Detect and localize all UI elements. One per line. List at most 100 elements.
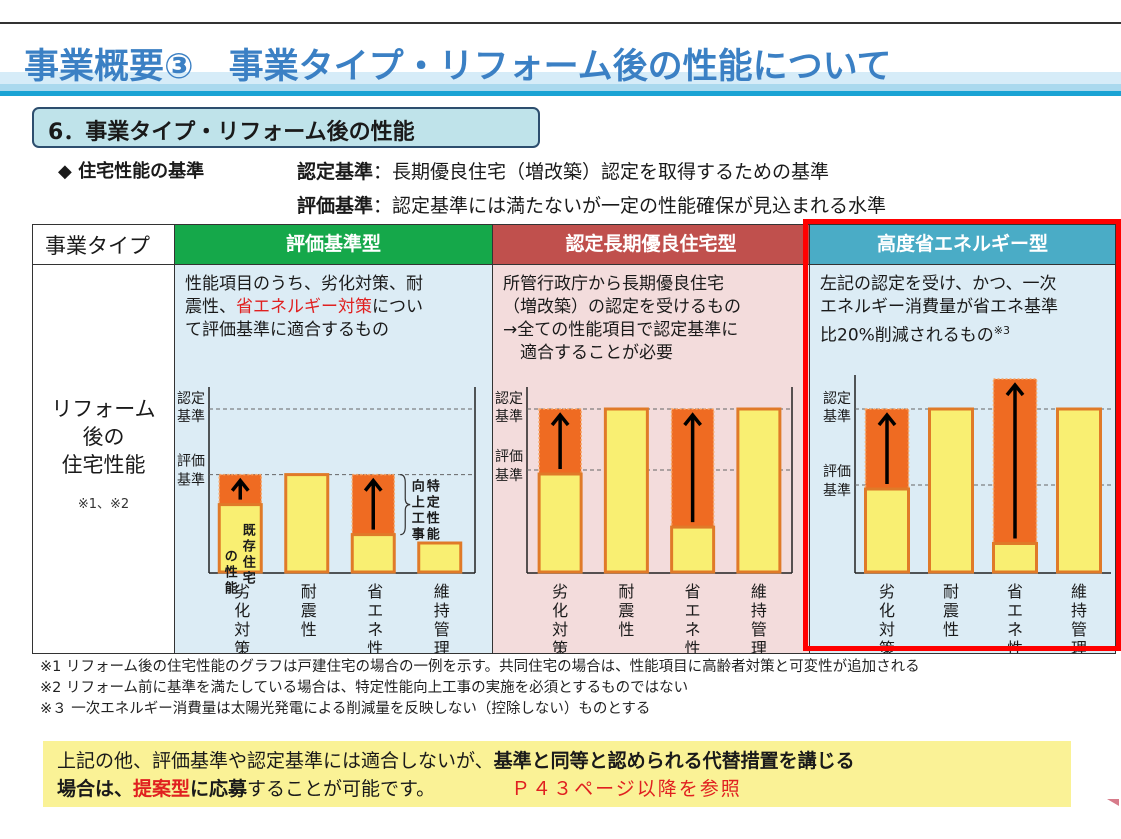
category-label-char: 維 bbox=[1071, 582, 1087, 601]
criteria-heading: ◆ 住宅性能の基準 bbox=[58, 161, 205, 182]
description-text: →全ての性能項目で認定基準に bbox=[503, 320, 739, 340]
existing-performance-bar bbox=[1056, 407, 1102, 574]
improvement-label-col2-char: 特 bbox=[427, 479, 440, 495]
criteria-definition: 長期優良住宅（増改築）認定を取得するための基準 bbox=[392, 161, 830, 183]
row-label-line: 住宅性能 bbox=[61, 453, 146, 477]
slide-title: 事業概要③ 事業タイプ・リフォーム後の性能について bbox=[24, 47, 892, 87]
category-label-char: 性 bbox=[1007, 639, 1023, 653]
nintei-label: 認定 bbox=[495, 391, 523, 407]
existing-performance-bar bbox=[350, 533, 396, 574]
existing-performance-bar bbox=[603, 407, 649, 574]
criteria-sep: ： bbox=[373, 161, 393, 183]
category-label-char: ネ bbox=[1007, 620, 1023, 639]
brace-icon bbox=[400, 474, 411, 536]
category-label-char: エ bbox=[1007, 601, 1023, 620]
description-text: （増改築）の認定を受けるもの bbox=[503, 297, 741, 317]
callout-bold: 基準と同等と認められる代替措置を講じる bbox=[493, 750, 855, 772]
footnote: ※３ 一次エネルギー消費量は太陽光発電による削減量を反映しない（控除しない）もの… bbox=[40, 701, 651, 717]
category-label-char: 耐 bbox=[618, 582, 634, 601]
criteria-term: 認定基準 bbox=[297, 161, 374, 183]
existing-label-col1-char: 存 bbox=[243, 539, 256, 555]
category-label-char: 震 bbox=[618, 601, 634, 620]
existing-label-col2: の性能 bbox=[225, 550, 238, 597]
category-label-char: 維 bbox=[751, 582, 767, 601]
criteria-term: 評価基準 bbox=[297, 195, 374, 217]
title-band bbox=[0, 72, 1121, 84]
category-label-char: 対 bbox=[234, 620, 250, 639]
category-label-char: ネ bbox=[367, 620, 383, 639]
column-description: 所管行政庁から長期優良住宅 （増改築）の認定を受けるもの →全ての性能項目で認定基準… bbox=[503, 273, 741, 365]
nintei-label: 認定 bbox=[177, 391, 205, 407]
footnote: ※2 リフォーム前に基準を満たしている場合は、特定性能向上工事の実施を必須とする… bbox=[40, 680, 689, 696]
category-label: 耐震性 bbox=[301, 582, 317, 639]
category-label-char: エ bbox=[685, 601, 701, 620]
up-arrow-head-icon bbox=[683, 412, 702, 427]
business-type-table: 事業タイプ リフォーム 後の 住宅性能 ※1、※2 評価基準型 認定長期優良住宅… bbox=[32, 224, 1116, 654]
category-label-char: 性 bbox=[301, 620, 317, 639]
table-header-label-cell: 事業タイプ bbox=[32, 224, 175, 265]
improvement-label-col1: 向上工事 bbox=[412, 479, 425, 543]
category-label-char: 化 bbox=[234, 601, 250, 620]
criteria-sep: ： bbox=[373, 195, 393, 217]
up-arrow-head-icon bbox=[230, 477, 250, 492]
hyoka-label: 評価 bbox=[495, 449, 523, 465]
existing-label-col2-char: の bbox=[225, 550, 238, 565]
description-text: 所管行政庁から長期優良住宅 bbox=[503, 274, 724, 294]
category-label: 劣化対策 bbox=[234, 582, 250, 653]
column-description: 左記の認定を受け、かつ、一次 エネルギー消費量が省エネ基準 比20%削減されるもの※… bbox=[820, 273, 1058, 348]
category-label-char: 理 bbox=[751, 639, 767, 653]
nintei-label: 基準 bbox=[177, 408, 205, 425]
category-label: 劣化対策 bbox=[879, 582, 895, 653]
improvement-label-col2-char: 定 bbox=[426, 495, 440, 511]
improvement-label-col1-char: 上 bbox=[412, 496, 425, 511]
existing-performance-bar bbox=[670, 525, 716, 574]
callout-line-1: 上記の他、評価基準や認定基準には適合しないが、基準と同等と認められる代替措置を講… bbox=[57, 746, 855, 773]
existing-label-col1-char: 宅 bbox=[243, 571, 256, 587]
callout-bold: 場合は、 bbox=[57, 778, 134, 800]
existing-performance-bar bbox=[537, 472, 583, 574]
category-label-char: 省 bbox=[367, 582, 383, 601]
category-label-char: エ bbox=[367, 601, 383, 620]
nintei-label: 認定 bbox=[823, 391, 851, 407]
category-label: 耐震性 bbox=[943, 582, 959, 639]
hyoka-label: 基準 bbox=[177, 472, 205, 489]
category-label-char: 震 bbox=[943, 601, 959, 620]
category-label-char: 劣 bbox=[552, 582, 568, 601]
improvement-label-col1-char: 工 bbox=[412, 512, 425, 527]
description-text: につい bbox=[372, 297, 423, 317]
up-arrow-head-icon bbox=[363, 477, 383, 492]
column-body-nintei: 所管行政庁から長期優良住宅 （増改築）の認定を受けるもの →全ての性能項目で認定基準… bbox=[492, 264, 810, 654]
criteria-definition: 認定基準には満たないが一定の性能確保が見込まれる水準 bbox=[392, 195, 887, 217]
category-label-char: 持 bbox=[1071, 601, 1087, 620]
proposal-type-label: 提案型 bbox=[133, 778, 191, 800]
row-label: リフォーム 後の 住宅性能 bbox=[33, 395, 174, 479]
footnote: ※1 リフォーム後の住宅性能のグラフは戸建住宅の場合の一例を示す。共同住宅の場合… bbox=[40, 659, 920, 675]
improvement-label-col1-char: 向 bbox=[412, 479, 425, 495]
description-text: 比20%削減されるもの bbox=[820, 325, 994, 346]
title-band-mid bbox=[0, 84, 1121, 91]
category-label-char: 持 bbox=[751, 601, 767, 620]
improvement-label-col1-char: 事 bbox=[412, 527, 425, 543]
proposal-callout: 上記の他、評価基準や認定基準には適合しないが、基準と同等と認められる代替措置を講… bbox=[43, 741, 1071, 807]
category-label-char: 性 bbox=[367, 639, 383, 653]
criteria-item-nintei: 認定基準：長期優良住宅（増改築）認定を取得するための基準 bbox=[297, 157, 829, 184]
improvement-label-col2-char: 能 bbox=[427, 527, 440, 543]
existing-performance-bar bbox=[992, 541, 1038, 574]
category-label-char: 策 bbox=[234, 639, 250, 653]
description-text: ※3 bbox=[993, 324, 1011, 337]
category-label-char: 省 bbox=[685, 582, 701, 601]
description-text: 左記の認定を受け、かつ、一次 bbox=[820, 274, 1057, 294]
description-text: 適合することが必要 bbox=[503, 343, 673, 363]
column-body-hyoka: 性能項目のうち、劣化対策、耐 震性、省エネルギー対策につい て評価基準に適合するもの… bbox=[174, 264, 493, 654]
category-label-char: 策 bbox=[879, 639, 895, 653]
category-label-char: 性 bbox=[943, 620, 959, 639]
category-label-char: 性 bbox=[685, 639, 701, 653]
existing-label-col2-char: 能 bbox=[225, 581, 238, 597]
title-underline bbox=[0, 91, 1121, 96]
